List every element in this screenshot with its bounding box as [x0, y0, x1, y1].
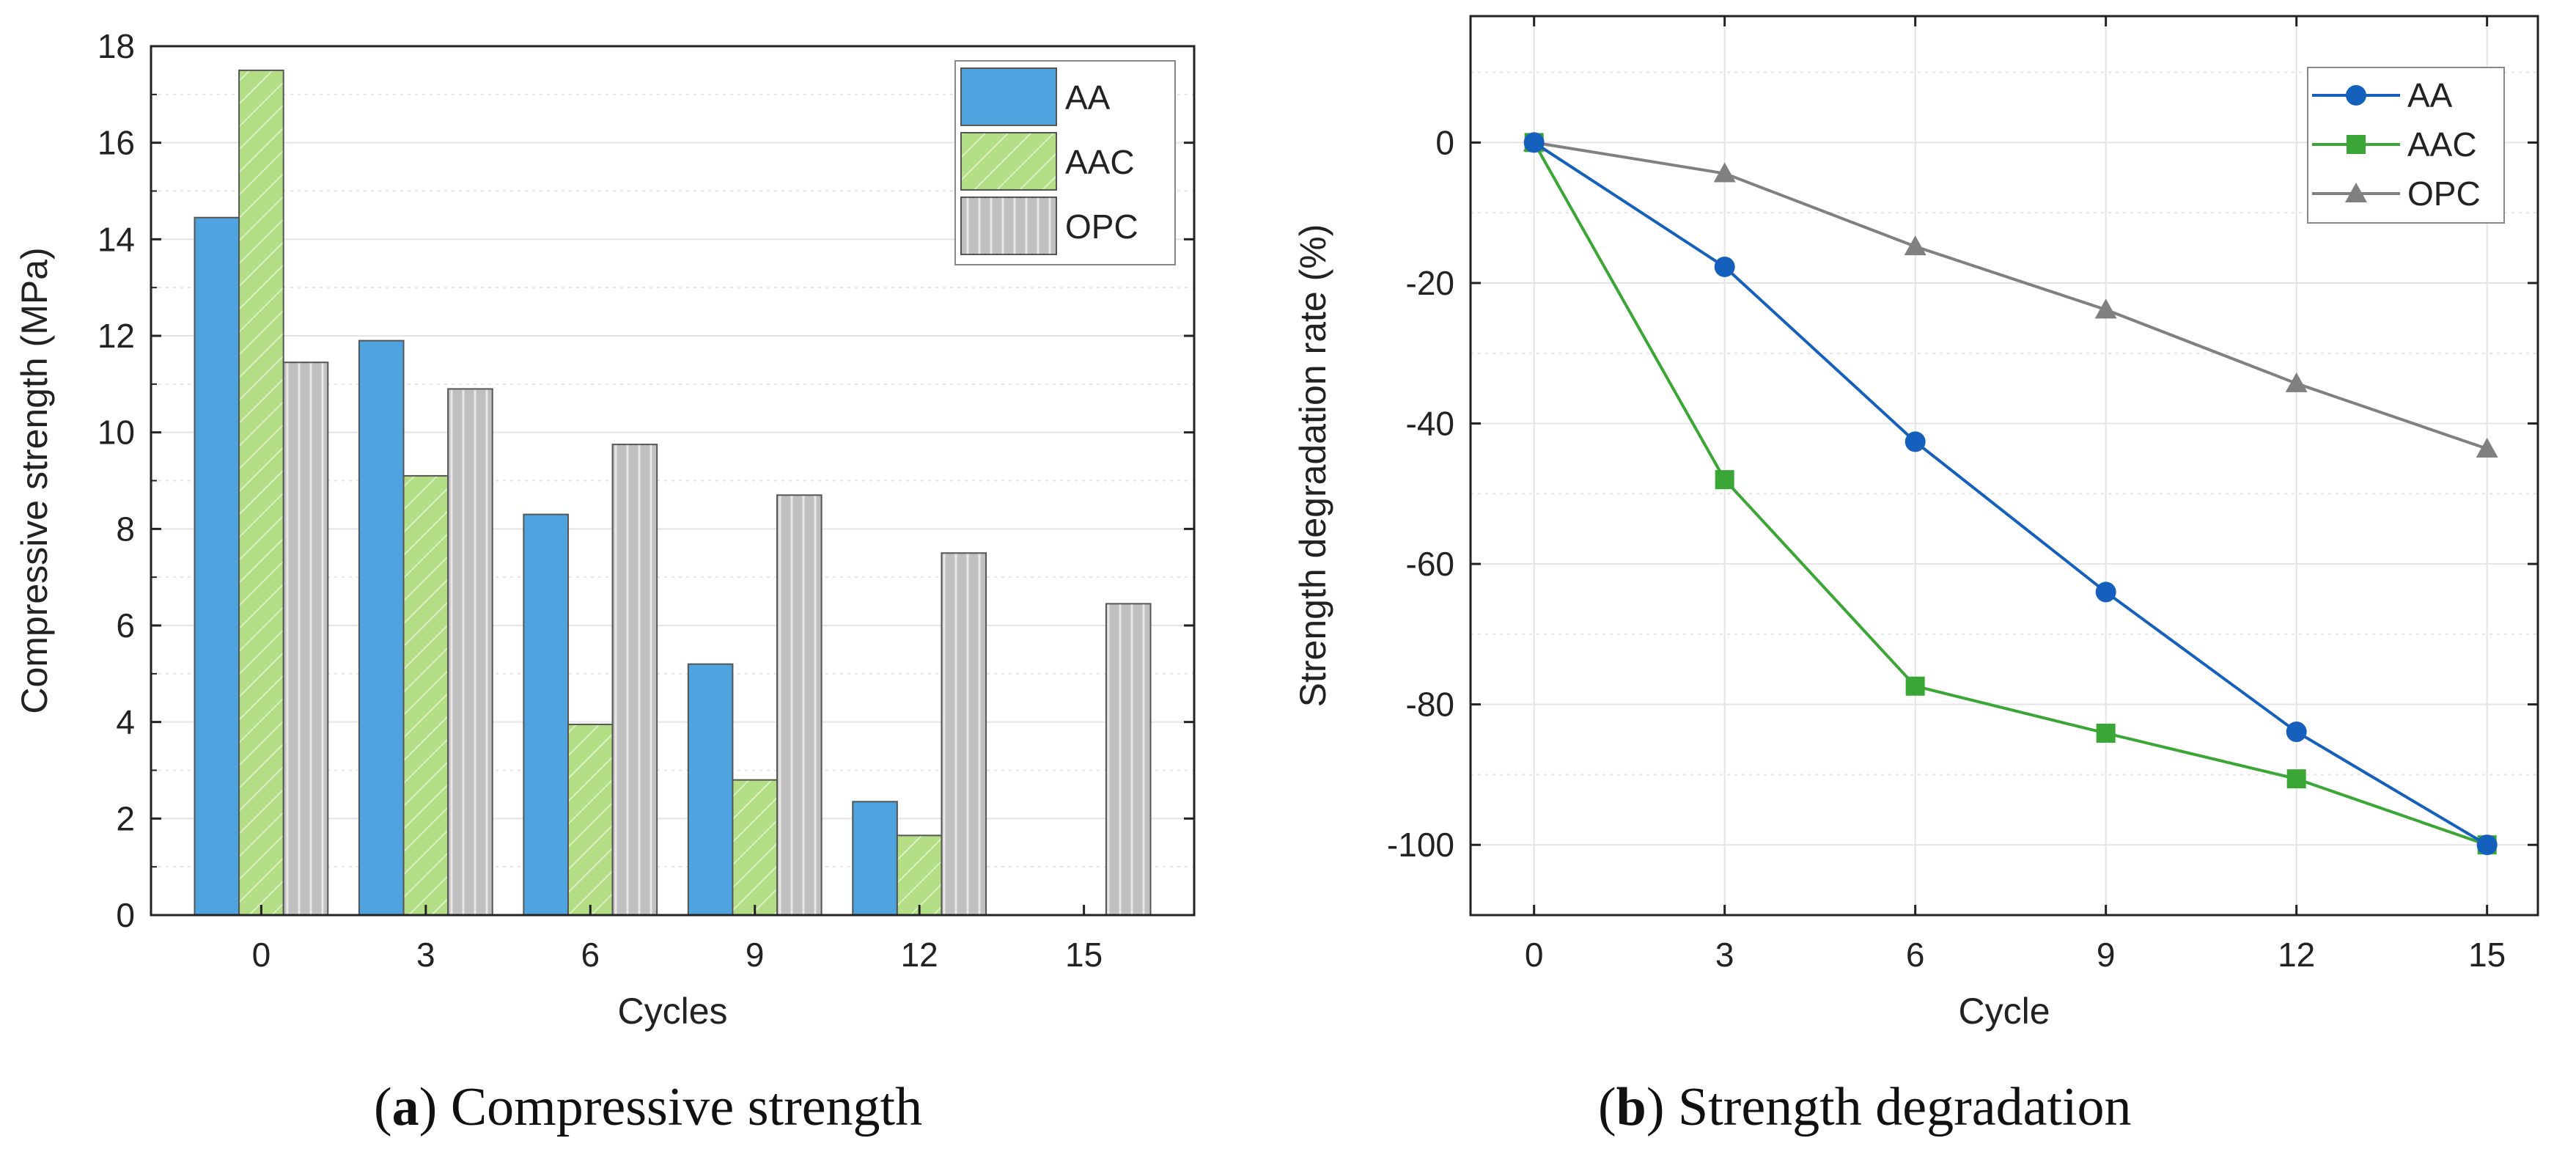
legend-marker-aac [2347, 135, 2366, 154]
data-point-aa [1523, 132, 1545, 153]
caption-a-text: Compressive strength [450, 1077, 923, 1137]
legend-label-opc: OPC [2407, 175, 2481, 213]
legend-label-aac: AAC [1065, 143, 1135, 181]
y-tick-label: 4 [116, 703, 135, 741]
x-axis-label: Cycles [617, 991, 727, 1032]
y-tick-label: 10 [97, 414, 135, 452]
data-point-aa [2286, 722, 2307, 743]
legend-label-opc: OPC [1065, 208, 1138, 246]
y-tick-label: 0 [116, 896, 135, 934]
legend-swatch-aac [960, 132, 1057, 191]
data-point-aa [2476, 834, 2498, 856]
data-point-opc [2285, 372, 2308, 392]
legend-label-aa: AA [2407, 76, 2453, 114]
legend-marker-opc [2345, 183, 2367, 202]
x-tick-label: 12 [2278, 936, 2315, 974]
caption-a: (a) Compressive strength [374, 1077, 923, 1137]
y-tick-label: 0 [1435, 123, 1454, 161]
x-tick-label: 9 [746, 936, 765, 974]
data-point-aa [2095, 581, 2116, 603]
y-tick-label: 12 [97, 317, 135, 355]
bar-opc-3 [447, 388, 493, 916]
caption-a-letter: a [391, 1077, 419, 1137]
series-line-aa [1533, 141, 2488, 846]
bar-opc-12 [941, 552, 987, 916]
y-tick-label: 6 [116, 606, 135, 645]
legend-swatch-opc [960, 197, 1057, 255]
y-tick-label: -20 [1406, 264, 1454, 302]
data-point-aac [1905, 676, 1925, 696]
legend-marker-aa [2346, 85, 2366, 106]
x-tick-label: 12 [901, 936, 938, 974]
data-point-opc [2094, 298, 2117, 319]
y-tick-label: 2 [116, 799, 135, 837]
data-point-aac [2096, 723, 2116, 743]
x-tick-label: 15 [2468, 936, 2506, 974]
y-tick-label: -40 [1406, 405, 1454, 443]
x-tick-label: 15 [1065, 936, 1103, 974]
y-tick-label: -100 [1387, 826, 1454, 864]
y-tick-label: -80 [1406, 686, 1454, 724]
x-tick-label: 3 [416, 936, 435, 974]
data-point-opc [2476, 438, 2498, 458]
x-tick-label: 6 [581, 936, 600, 974]
data-point-aa [1905, 431, 1926, 452]
y-tick-label: 8 [116, 510, 135, 548]
bar-opc-6 [611, 444, 658, 916]
x-tick-label: 6 [1906, 936, 1925, 974]
series-line-opc [1534, 141, 2488, 450]
legend-swatch-aa [960, 67, 1057, 126]
compressive-strength-bar-chart: 0 2 4 6 8 10 12 14 16 18 0 3 6 9 12 15 Cycles Compressive… [14, 27, 1196, 1032]
bar-aac-9 [732, 779, 779, 916]
bar-aa-3 [358, 339, 405, 917]
caption-b: (b) Strength degradation [1598, 1077, 2132, 1137]
x-tick-label: 0 [252, 936, 271, 974]
bar-aac-12 [896, 834, 943, 916]
y-axis-label: Strength degradation rate (%) [1292, 224, 1333, 708]
plot-frame [1469, 15, 2539, 917]
bar-aac-0 [238, 69, 284, 917]
x-axis-label: Cycle [1958, 991, 2050, 1032]
data-point-aac [2286, 769, 2306, 789]
strength-degradation-line-chart: 0 -20 -40 -60 -80 -100 0 3 6 9 12 15 Cycle Strength d… [1292, 15, 2539, 1032]
data-point-opc [1713, 162, 1736, 183]
caption-b-letter: b [1616, 1077, 1646, 1137]
y-axis-label: Compressive strength (MPa) [14, 247, 55, 713]
y-tick-label: 14 [97, 220, 135, 258]
bar-opc-9 [776, 494, 823, 916]
bar-opc-0 [282, 361, 329, 917]
legend-label-aa: AA [1065, 78, 1111, 117]
series-line-aac [1532, 142, 2488, 847]
bar-aa-0 [194, 216, 240, 917]
x-tick-label: 3 [1715, 936, 1734, 974]
bar-aac-6 [567, 723, 614, 916]
data-point-opc [1904, 235, 1927, 256]
data-point-aa [1714, 256, 1735, 277]
data-point-aac [1715, 470, 1734, 490]
x-tick-label: 9 [2097, 936, 2116, 974]
bar-aa-9 [687, 663, 734, 917]
bar-aa-6 [523, 513, 569, 916]
x-tick-label: 0 [1525, 936, 1544, 974]
y-tick-label: 18 [97, 27, 135, 65]
bar-aa-12 [852, 801, 898, 916]
y-tick-label: -60 [1406, 545, 1454, 583]
caption-b-text: Strength degradation [1677, 1077, 2132, 1137]
legend-label-aac: AAC [2407, 125, 2477, 164]
bar-aac-3 [402, 474, 449, 916]
bar-opc-15 [1105, 603, 1152, 916]
y-tick-label: 16 [97, 124, 135, 162]
